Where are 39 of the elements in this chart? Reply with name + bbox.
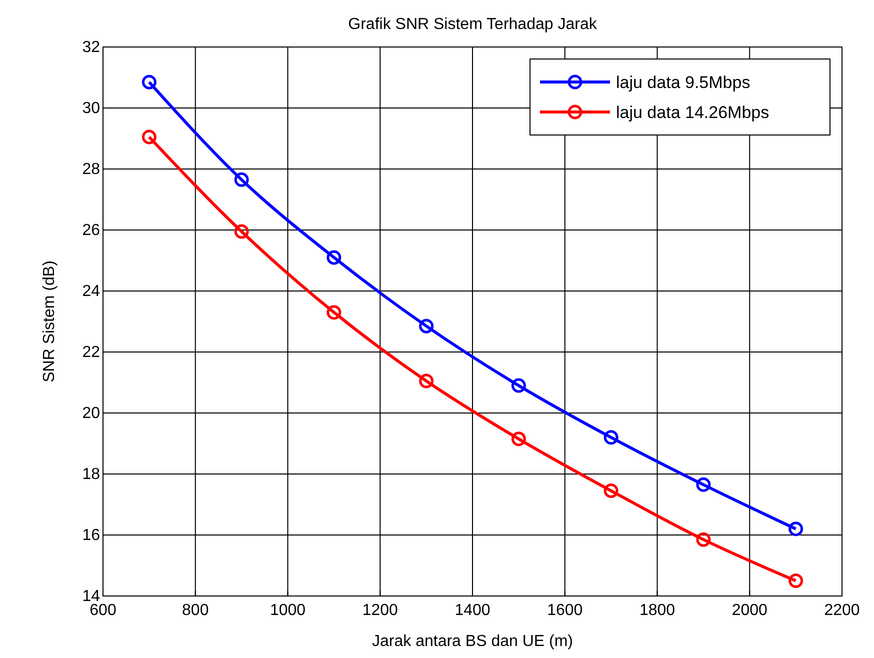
x-tick-label: 1200	[362, 602, 398, 619]
point	[419, 374, 434, 388]
y-tick-label: 22	[82, 344, 100, 362]
y-tick-label: 30	[82, 100, 100, 118]
x-tick-label: 800	[182, 602, 209, 619]
point	[604, 484, 618, 498]
point	[234, 224, 249, 239]
x-tick-label: 1400	[454, 602, 490, 619]
y-tick-label: 24	[82, 283, 100, 300]
point	[142, 130, 156, 144]
legend-label: laju data 9.5Mbps	[616, 73, 750, 92]
point	[511, 432, 526, 446]
chart-title: Grafik SNR Sistem Terhadap Jarak	[348, 16, 598, 33]
y-tick-label: 18	[82, 466, 100, 484]
point	[696, 532, 711, 547]
x-tick-label: 2000	[732, 602, 768, 619]
point	[604, 430, 618, 445]
y-axis-title: SNR Sistem (dB)	[41, 260, 58, 382]
y-tick-label: 32	[82, 39, 100, 56]
x-tick-label: 600	[90, 602, 116, 619]
point	[326, 305, 342, 320]
y-tick-label: 28	[82, 161, 100, 178]
y-tick-label: 16	[82, 527, 100, 544]
legend-label: laju data 14.26Mbps	[616, 103, 770, 122]
point	[511, 378, 526, 393]
x-tick-label: 1600	[547, 602, 583, 619]
x-tick-label: 1800	[639, 602, 676, 619]
y-tick-label: 26	[82, 222, 100, 240]
x-tick-label: 1000	[270, 602, 306, 619]
point	[326, 250, 342, 265]
point	[234, 172, 249, 187]
point	[142, 74, 156, 90]
point	[419, 318, 434, 334]
point	[788, 522, 804, 536]
y-tick-label: 20	[82, 405, 100, 422]
x-axis-title: Jarak antara BS dan UE (m)	[372, 633, 573, 650]
point	[788, 574, 804, 588]
point	[696, 477, 711, 492]
x-tick-label: 2200	[824, 602, 860, 619]
